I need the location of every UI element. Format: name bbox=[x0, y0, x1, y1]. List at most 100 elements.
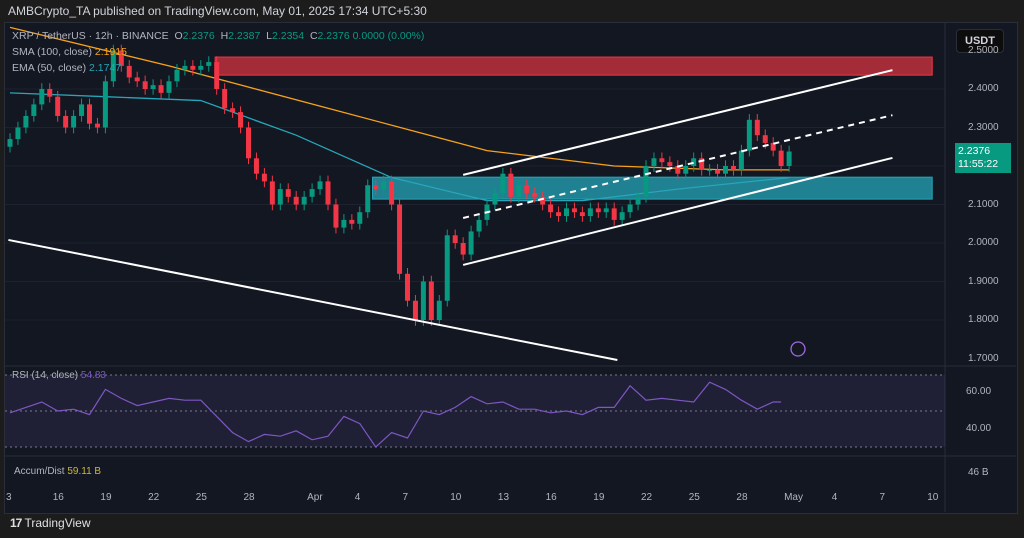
candle bbox=[643, 166, 649, 197]
ema-value: 2.1747 bbox=[89, 62, 122, 74]
rsi-line bbox=[9, 381, 782, 448]
candle bbox=[293, 196, 299, 205]
candle bbox=[627, 204, 633, 213]
candle bbox=[253, 158, 259, 174]
candle bbox=[23, 115, 29, 128]
candle bbox=[436, 300, 442, 320]
last-price-tag: 2.2376 11:55:22 bbox=[955, 143, 1011, 173]
candle bbox=[492, 192, 498, 205]
date-axis-label: 7 bbox=[402, 492, 409, 503]
rsi-axis-40: 40.00 bbox=[966, 423, 992, 434]
price-axis-label: 2.4000 bbox=[968, 83, 999, 94]
candle bbox=[47, 89, 53, 97]
candle bbox=[222, 89, 228, 109]
candle bbox=[71, 115, 77, 128]
ad-value: 59.11 B bbox=[67, 466, 102, 477]
candle bbox=[595, 208, 601, 213]
currency-button[interactable]: USDT bbox=[956, 29, 1004, 53]
candle bbox=[460, 243, 466, 255]
candle bbox=[556, 212, 562, 217]
candle bbox=[619, 212, 625, 220]
candle bbox=[476, 219, 482, 232]
candle bbox=[126, 65, 132, 78]
channel-lower bbox=[462, 156, 893, 266]
date-axis-label: 19 bbox=[100, 492, 112, 503]
ad-axis-label: 46 B bbox=[968, 467, 989, 478]
candle bbox=[579, 212, 585, 217]
candle bbox=[110, 50, 116, 82]
candle bbox=[683, 166, 689, 174]
high-label: H bbox=[220, 30, 229, 42]
last-price: 2.2376 bbox=[958, 145, 991, 157]
candle bbox=[786, 151, 792, 166]
candle bbox=[405, 273, 410, 301]
candle bbox=[238, 112, 244, 128]
low-value: 2.2354 bbox=[271, 30, 305, 42]
date-axis-label: 3 bbox=[6, 492, 12, 503]
sma-value: 2.1915 bbox=[94, 46, 127, 58]
rsi-legend[interactable]: RSI (14, close) 54.83 bbox=[12, 370, 106, 381]
candle bbox=[142, 81, 148, 89]
candle bbox=[7, 139, 13, 147]
candle bbox=[571, 208, 577, 213]
candle bbox=[166, 81, 172, 93]
date-axis-label: Apr bbox=[307, 492, 323, 503]
candle bbox=[15, 127, 21, 140]
candle bbox=[770, 142, 776, 151]
candle bbox=[230, 108, 236, 113]
candle bbox=[87, 104, 92, 124]
low-label: L bbox=[266, 30, 272, 42]
candle bbox=[667, 162, 673, 166]
lightning-icon bbox=[790, 341, 806, 357]
price-axis-label: 2.3000 bbox=[968, 121, 999, 133]
candle bbox=[309, 189, 315, 197]
bar-countdown: 11:55:22 bbox=[958, 158, 999, 170]
candle bbox=[150, 85, 156, 89]
candle bbox=[31, 104, 37, 116]
candle bbox=[548, 204, 554, 213]
price-axis-label: 1.9000 bbox=[968, 275, 999, 287]
candle bbox=[261, 173, 267, 182]
candle bbox=[754, 119, 760, 136]
date-axis-label: 22 bbox=[148, 492, 160, 503]
candle bbox=[468, 231, 474, 255]
date-axis-label: 16 bbox=[545, 492, 557, 503]
candle bbox=[349, 219, 355, 224]
date-axis-label: 19 bbox=[593, 492, 605, 503]
symbol-legend: XRP / TetherUS · 12h · BINANCE O2.2376 H… bbox=[12, 30, 424, 42]
candle bbox=[420, 281, 426, 320]
price-axis-label: 1.8000 bbox=[968, 314, 999, 325]
rsi-label: RSI (14, close) bbox=[12, 370, 79, 381]
ema-label: EMA (50, close) bbox=[12, 62, 87, 74]
date-axis-label: 28 bbox=[736, 492, 748, 503]
ad-legend[interactable]: Accum/Dist 59.11 B bbox=[14, 466, 101, 477]
candle bbox=[778, 150, 784, 166]
channel-mid bbox=[462, 114, 893, 219]
sma-legend[interactable]: SMA (100, close) 2.1915 bbox=[12, 46, 127, 58]
candle bbox=[389, 181, 395, 205]
candle bbox=[691, 158, 697, 166]
candle bbox=[452, 235, 458, 243]
candle bbox=[651, 158, 657, 166]
candle bbox=[301, 196, 307, 205]
candle bbox=[516, 185, 522, 197]
candle bbox=[587, 208, 593, 217]
open-label: O bbox=[174, 30, 183, 42]
candle bbox=[134, 77, 140, 82]
date-axis-label: 10 bbox=[450, 492, 462, 503]
date-axis-label: 4 bbox=[831, 492, 838, 503]
candle bbox=[174, 69, 180, 82]
date-axis-label: 25 bbox=[195, 492, 207, 503]
support-zone bbox=[372, 176, 933, 200]
candle bbox=[55, 96, 61, 116]
date-axis-label: 22 bbox=[641, 492, 653, 503]
tradingview-logo[interactable]: 17 TradingView bbox=[10, 516, 91, 530]
candle bbox=[118, 50, 124, 66]
candle bbox=[214, 62, 220, 89]
ema-legend[interactable]: EMA (50, close) 2.1747 bbox=[12, 62, 121, 74]
date-axis-label: 10 bbox=[927, 492, 939, 503]
date-axis-label: 7 bbox=[879, 492, 886, 503]
chart-frame[interactable] bbox=[4, 22, 1018, 514]
candle bbox=[246, 127, 251, 159]
